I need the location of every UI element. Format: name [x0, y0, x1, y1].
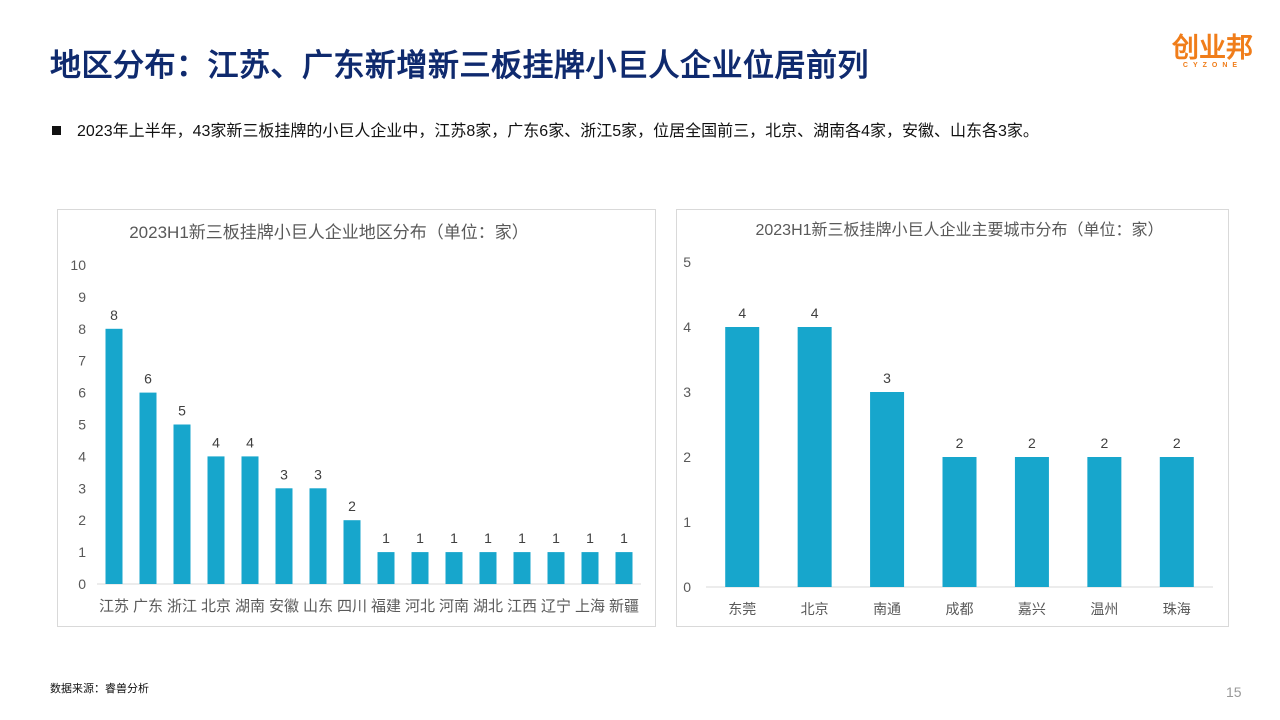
data-label: 4: [246, 434, 254, 450]
bullet-text: 2023年上半年，43家新三板挂牌的小巨人企业中，江苏8家，广东6家、浙江5家，…: [52, 117, 1039, 141]
city-chart-panel: 2023H1新三板挂牌小巨人企业主要城市分布（单位：家） 0 1 2 3 4 5 4 东莞 4 北京…: [676, 209, 1229, 627]
city-chart: 2023H1新三板挂牌小巨人企业主要城市分布（单位：家） 0 1 2 3 4 5 4 东莞 4 北京…: [683, 221, 1213, 617]
bar-四川: [343, 520, 361, 584]
bar-珠海: [1159, 457, 1194, 587]
bar-福建: [377, 552, 395, 584]
bar-东莞: [725, 327, 760, 587]
cyzone-logo: 创业邦 CYZONE: [1172, 33, 1253, 69]
x-tick-label: 山东: [303, 598, 333, 615]
bar-广东: [139, 392, 157, 584]
y-tick-label: 3: [683, 384, 691, 400]
y-tick-label: 6: [78, 385, 86, 401]
x-tick-label: 成都: [946, 601, 974, 617]
chart-title: 2023H1新三板挂牌小巨人企业主要城市分布（单位：家）: [755, 221, 1163, 239]
bar-安徽: [275, 488, 293, 584]
x-tick-label: 温州: [1090, 601, 1118, 617]
data-label: 2: [956, 435, 964, 451]
data-label: 3: [314, 466, 322, 482]
y-tick-label: 0: [78, 576, 86, 592]
data-label: 1: [382, 530, 390, 546]
data-label: 8: [110, 307, 118, 323]
y-tick-label: 1: [78, 544, 86, 560]
x-tick-label: 湖南: [235, 598, 265, 615]
bar-成都: [942, 457, 977, 587]
x-tick-label: 上海: [575, 598, 605, 615]
bar-江西: [513, 552, 531, 584]
data-label: 4: [811, 305, 819, 321]
data-label: 1: [450, 530, 458, 546]
bar-湖北: [479, 552, 497, 584]
data-label: 1: [620, 530, 628, 546]
x-tick-label: 东莞: [728, 601, 756, 617]
y-tick-label: 8: [78, 321, 86, 337]
y-tick-label: 4: [683, 319, 691, 335]
data-label: 3: [883, 370, 891, 386]
bar-嘉兴: [1014, 457, 1049, 587]
chart-title: 2023H1新三板挂牌小巨人企业地区分布（单位：家）: [129, 223, 529, 242]
x-tick-label: 嘉兴: [1018, 601, 1046, 617]
x-tick-label: 新疆: [609, 598, 639, 615]
x-tick-label: 广东: [133, 598, 163, 615]
data-label: 1: [484, 530, 492, 546]
y-tick-label: 5: [78, 417, 86, 433]
bar-温州: [1087, 457, 1122, 587]
data-label: 2: [1173, 435, 1181, 451]
x-tick-label: 安徽: [269, 598, 299, 615]
data-label: 1: [552, 530, 560, 546]
data-label: 1: [586, 530, 594, 546]
y-tick-label: 7: [78, 353, 86, 369]
bar-江苏: [105, 328, 123, 584]
x-tick-label: 北京: [801, 601, 829, 617]
bar-河北: [411, 552, 429, 584]
y-tick-label: 2: [683, 449, 691, 465]
region-chart: 2023H1新三板挂牌小巨人企业地区分布（单位：家） 0 1 2 3 4 5 6 7 8 9 10 8 江…: [70, 223, 641, 615]
data-label: 1: [518, 530, 526, 546]
bar-辽宁: [547, 552, 565, 584]
y-tick-label: 2: [78, 512, 86, 528]
y-tick-label: 3: [78, 480, 86, 496]
bullet-square-icon: [52, 126, 61, 135]
page-number: 15: [1226, 684, 1242, 700]
bar-浙江: [173, 424, 191, 584]
data-label: 3: [280, 466, 288, 482]
bar-新疆: [615, 552, 633, 584]
x-tick-label: 江西: [507, 598, 537, 615]
bar-南通: [870, 392, 905, 587]
x-tick-label: 河南: [439, 598, 469, 615]
x-tick-label: 江苏: [99, 598, 129, 615]
x-tick-label: 浙江: [167, 598, 197, 615]
data-label: 4: [212, 434, 220, 450]
x-tick-label: 南通: [873, 601, 901, 617]
data-label: 5: [178, 403, 186, 419]
y-tick-label: 1: [683, 514, 691, 530]
bar-河南: [445, 552, 463, 584]
data-label: 2: [1100, 435, 1108, 451]
y-tick-label: 4: [78, 448, 86, 464]
data-source: 数据来源：睿兽分析: [50, 683, 149, 695]
y-tick-label: 5: [683, 254, 691, 270]
x-tick-label: 福建: [371, 598, 401, 615]
x-tick-label: 北京: [201, 598, 231, 615]
x-tick-label: 四川: [337, 598, 367, 615]
bar-北京: [207, 456, 225, 584]
page-title: 地区分布：江苏、广东新增新三板挂牌小巨人企业位居前列: [50, 48, 869, 83]
bar-湖南: [241, 456, 259, 584]
x-tick-label: 辽宁: [541, 598, 571, 615]
y-tick-label: 10: [70, 257, 86, 273]
y-tick-label: 9: [78, 289, 86, 305]
x-tick-label: 湖北: [473, 598, 503, 615]
region-chart-panel: 2023H1新三板挂牌小巨人企业地区分布（单位：家） 0 1 2 3 4 5 6 7 8 9 10 8 江…: [57, 209, 656, 627]
bar-山东: [309, 488, 327, 584]
data-label: 2: [1028, 435, 1036, 451]
x-tick-label: 珠海: [1163, 601, 1191, 617]
y-tick-label: 0: [683, 579, 691, 595]
data-label: 1: [416, 530, 424, 546]
bar-上海: [581, 552, 599, 584]
data-label: 4: [738, 305, 746, 321]
data-label: 6: [144, 371, 152, 387]
bar-北京: [797, 327, 832, 587]
x-tick-label: 河北: [405, 598, 435, 615]
data-label: 2: [348, 498, 356, 514]
